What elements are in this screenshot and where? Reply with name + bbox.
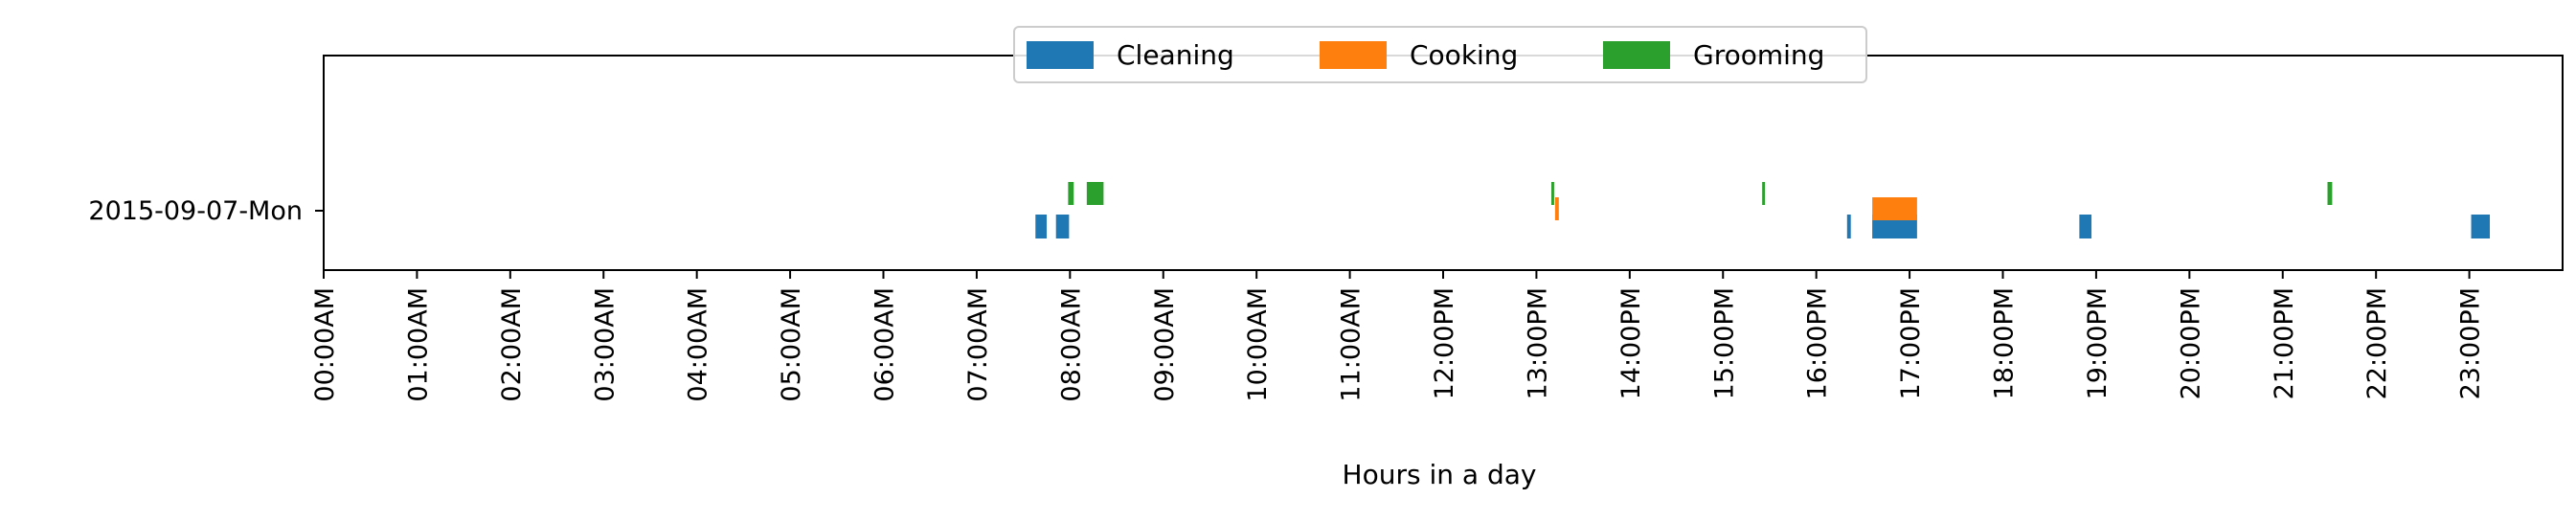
x-tick-label: 04:00AM (684, 287, 713, 402)
x-tick-label: 03:00AM (590, 287, 620, 402)
legend-swatch-grooming (1603, 41, 1670, 69)
x-tick-label: 13:00PM (1523, 287, 1552, 399)
axes: 2015-09-07-Mon 00:00AM 01:00AM 02:00AM 03:00… (88, 55, 2564, 490)
y-tick-label: 2015-09-07-Mon (88, 196, 303, 226)
x-tick-label: 07:00AM (963, 287, 993, 402)
interval-bar-grooming (1068, 182, 1074, 205)
interval-bar-grooming (1762, 182, 1766, 205)
x-tick-label: 09:00AM (1150, 287, 1180, 402)
interval-bar-cleaning (1846, 215, 1851, 238)
legend-label-cooking: Cooking (1410, 39, 1518, 71)
x-tick-label: 16:00PM (1803, 287, 1833, 399)
interval-bar-cooking (1872, 197, 1917, 220)
legend-label-cleaning: Cleaning (1117, 39, 1234, 71)
interval-bar-cleaning (2079, 215, 2092, 238)
x-tick-label: 14:00PM (1616, 287, 1646, 399)
x-tick-label: 21:00PM (2270, 287, 2299, 399)
legend: Cleaning Cooking Grooming (1013, 26, 1867, 83)
x-tick-label: 05:00AM (777, 287, 806, 402)
legend-swatch-cleaning (1027, 41, 1094, 69)
x-tick-label: 20:00PM (2176, 287, 2205, 399)
interval-bar-grooming (1086, 182, 1104, 205)
x-tick-label: 22:00PM (2362, 287, 2392, 399)
x-tick-label: 00:00AM (310, 287, 340, 402)
x-tick-label: 12:00PM (1430, 287, 1459, 399)
x-tick-label: 11:00AM (1337, 287, 1367, 402)
x-tick-label: 18:00PM (1990, 287, 2020, 399)
x-tick-label: 01:00AM (403, 287, 433, 402)
interval-bar-grooming (2327, 182, 2333, 205)
x-tick-label: 08:00AM (1056, 287, 1086, 402)
x-tick-label: 10:00AM (1243, 287, 1273, 402)
x-tick-label: 02:00AM (497, 287, 527, 402)
interval-bar-cleaning (1055, 215, 1070, 238)
x-tick-label: 17:00PM (1896, 287, 1926, 399)
x-tick-label: 19:00PM (2083, 287, 2113, 399)
x-tick-label: 06:00AM (870, 287, 900, 402)
interval-bar-cooking (1554, 197, 1559, 220)
data-marks (1035, 182, 2491, 238)
interval-bar-cleaning (1035, 215, 1047, 238)
x-axis-label: Hours in a day (1343, 459, 1537, 490)
interval-bar-grooming (1551, 182, 1554, 205)
legend-swatch-cooking (1320, 41, 1387, 69)
x-tick-label: 15:00PM (1709, 287, 1739, 399)
interval-bar-cleaning (2471, 215, 2491, 238)
x-tick-label: 23:00PM (2456, 287, 2486, 399)
legend-label-grooming: Grooming (1693, 39, 1824, 71)
